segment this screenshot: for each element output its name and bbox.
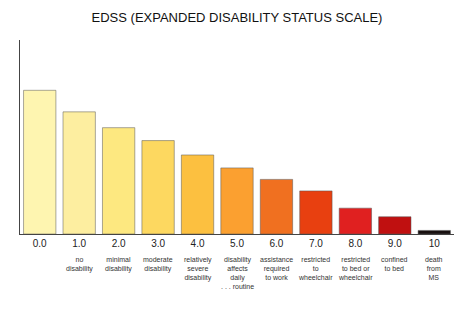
svg-text:5.0: 5.0	[230, 238, 244, 249]
svg-text:moderatedisability: moderatedisability	[143, 256, 173, 273]
svg-text:9.0: 9.0	[388, 238, 402, 249]
svg-text:8.0: 8.0	[348, 238, 362, 249]
svg-text:EDSS (EXPANDED DISABILITY STAT: EDSS (EXPANDED DISABILITY STATUS SCALE)	[92, 10, 383, 25]
svg-text:0.0: 0.0	[33, 238, 47, 249]
svg-text:1.0: 1.0	[72, 238, 86, 249]
svg-text:minimaldisability: minimaldisability	[105, 256, 132, 273]
svg-text:nodisability: nodisability	[66, 256, 93, 273]
svg-text:disabilityaffectsdaily. . . ro: disabilityaffectsdaily. . . routine	[221, 256, 254, 290]
svg-text:confinedto bed: confinedto bed	[381, 256, 408, 272]
svg-text:3.0: 3.0	[151, 238, 165, 249]
svg-text:deathfromMS: deathfromMS	[425, 256, 443, 281]
svg-text:2.0: 2.0	[112, 238, 126, 249]
svg-text:relativelyseveredisability: relativelyseveredisability	[184, 256, 212, 282]
svg-text:restrictedtowheelchair: restrictedtowheelchair	[298, 256, 333, 281]
svg-text:7.0: 7.0	[309, 238, 323, 249]
svg-text:10: 10	[429, 238, 441, 249]
svg-text:4.0: 4.0	[191, 238, 205, 249]
svg-text:restrictedto bed orwheelchair: restrictedto bed orwheelchair	[338, 256, 373, 281]
svg-text:assistancerequiredto work: assistancerequiredto work	[260, 256, 293, 281]
svg-text:6.0: 6.0	[269, 238, 283, 249]
